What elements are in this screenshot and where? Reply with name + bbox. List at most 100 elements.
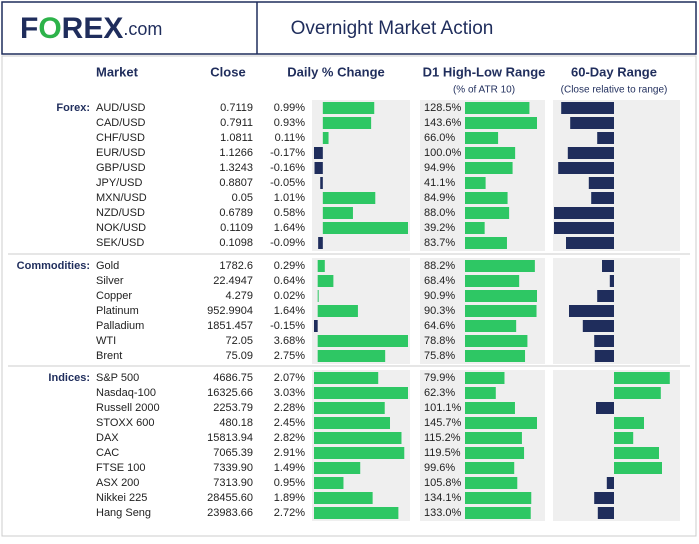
change-bar	[314, 147, 323, 159]
position-bar	[609, 275, 614, 287]
position-bar	[614, 417, 644, 429]
market-name: AUD/USD	[96, 102, 146, 114]
market-name: Silver	[96, 275, 124, 287]
position-bar	[554, 222, 614, 234]
change-label: 0.02%	[274, 290, 305, 302]
range-label: 128.5%	[424, 102, 462, 114]
change-label: 2.82%	[274, 432, 305, 444]
range-label: 115.2%	[424, 432, 461, 444]
close-value: 1.1266	[219, 147, 253, 159]
range-label: 64.6%	[424, 320, 455, 332]
change-bar	[317, 335, 408, 347]
market-name: Platinum	[96, 305, 139, 317]
market-name: STOXX 600	[96, 417, 155, 429]
market-name: Gold	[96, 260, 119, 272]
market-name: S&P 500	[96, 372, 139, 384]
position-bar	[591, 192, 614, 204]
group-label: Commodities:	[17, 260, 90, 272]
title: Overnight Market Action	[291, 18, 494, 39]
range-bar	[465, 507, 531, 519]
change-label: 2.28%	[274, 402, 305, 414]
range-label: 105.8%	[424, 477, 462, 489]
change-label: -0.05%	[270, 177, 305, 189]
column-header: Daily % Change	[287, 64, 385, 79]
range-bar	[465, 147, 516, 159]
market-name: FTSE 100	[96, 462, 146, 474]
market-name: CAC	[96, 447, 119, 459]
close-value: 952.9904	[207, 305, 253, 317]
change-label: 1.64%	[274, 305, 305, 317]
market-name: CAD/USD	[96, 117, 146, 129]
range-bar	[465, 387, 496, 399]
change-bar	[314, 507, 399, 519]
close-value: 1.3243	[219, 162, 253, 174]
range-label: 90.3%	[424, 305, 455, 317]
position-bar	[594, 492, 614, 504]
close-value: 23983.66	[207, 507, 253, 519]
close-value: 7065.39	[213, 447, 253, 459]
change-label: 0.11%	[275, 132, 306, 144]
range-label: 88.0%	[424, 207, 455, 219]
range-label: 79.9%	[424, 372, 455, 384]
logo-part: F	[20, 12, 38, 45]
close-value: 0.6789	[219, 207, 253, 219]
position-bar	[570, 117, 614, 129]
change-bar	[314, 387, 408, 399]
range-label: 99.6%	[424, 462, 455, 474]
market-name: Copper	[96, 290, 132, 302]
group-label: Indices:	[48, 372, 90, 384]
market-name: EUR/USD	[96, 147, 146, 159]
close-value: 0.7119	[220, 102, 253, 114]
range-bar	[465, 432, 522, 444]
position-bar	[614, 432, 634, 444]
range-label: 39.2%	[424, 222, 455, 234]
close-value: 4.279	[225, 290, 253, 302]
range-label: 119.5%	[424, 447, 461, 459]
market-name: DAX	[96, 432, 119, 444]
change-label: 1.49%	[274, 462, 305, 474]
position-bar	[558, 162, 614, 174]
range-bar	[465, 417, 537, 429]
range-label: 68.4%	[424, 275, 455, 287]
range-bar	[465, 192, 508, 204]
close-value: 16325.66	[207, 387, 253, 399]
column-header: D1 High-Low Range	[423, 64, 546, 79]
close-value: 0.8807	[219, 177, 253, 189]
close-value: 0.1098	[219, 237, 253, 249]
range-label: 62.3%	[424, 387, 455, 399]
change-label: 3.03%	[274, 387, 305, 399]
column-subheader: (% of ATR 10)	[453, 85, 515, 96]
change-bar	[314, 492, 373, 504]
range-label: 133.0%	[424, 507, 462, 519]
range-bar	[465, 102, 530, 114]
change-label: 0.95%	[274, 477, 305, 489]
position-bar	[614, 462, 662, 474]
change-bar	[322, 207, 353, 219]
change-bar	[322, 222, 408, 234]
close-value: 1.0811	[220, 132, 253, 144]
change-label: -0.16%	[270, 162, 305, 174]
change-bar	[317, 275, 334, 287]
column-header: 60-Day Range	[571, 64, 657, 79]
change-label: 1.89%	[274, 492, 305, 504]
group-label: Forex:	[56, 102, 90, 114]
change-label: 2.75%	[274, 350, 305, 362]
change-bar	[314, 462, 361, 474]
range-label: 94.9%	[424, 162, 455, 174]
range-label: 75.8%	[424, 350, 455, 362]
change-bar	[318, 237, 323, 249]
logo-part: REX	[62, 12, 124, 45]
position-bar	[614, 387, 661, 399]
close-value: 72.05	[225, 335, 253, 347]
change-label: 1.64%	[274, 222, 305, 234]
change-label: 1.01%	[274, 192, 305, 204]
position-bar	[596, 402, 614, 414]
change-label: -0.17%	[270, 147, 305, 159]
body-border	[1, 55, 697, 537]
close-value: 7339.90	[213, 462, 253, 474]
position-bar	[566, 237, 614, 249]
change-label: 0.58%	[274, 207, 305, 219]
position-bar	[614, 447, 659, 459]
change-bar	[314, 417, 391, 429]
